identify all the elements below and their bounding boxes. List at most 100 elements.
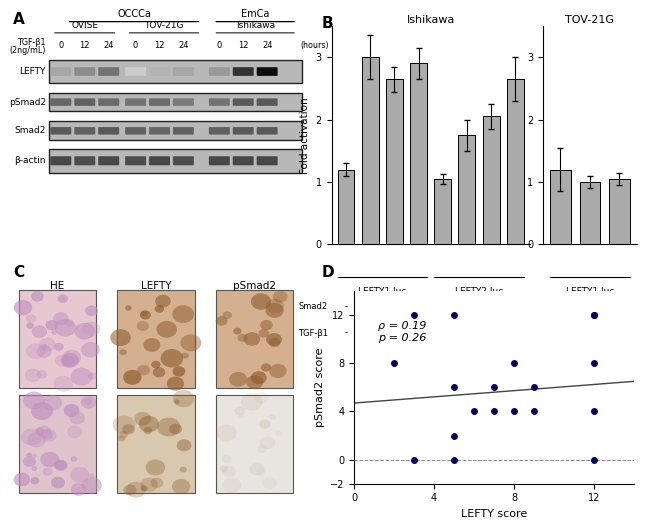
Text: 24: 24 (178, 41, 188, 50)
Text: LEFTY1 luc: LEFTY1 luc (566, 287, 614, 296)
Text: -: - (618, 302, 621, 311)
Circle shape (55, 343, 64, 350)
Bar (361, 57, 379, 244)
Circle shape (157, 418, 181, 436)
Circle shape (26, 315, 36, 322)
Text: D: D (322, 265, 334, 280)
Bar (550, 170, 571, 244)
Point (469, 407, 479, 415)
Circle shape (58, 294, 68, 303)
FancyBboxPatch shape (173, 127, 194, 135)
Text: +: + (463, 302, 471, 311)
FancyBboxPatch shape (74, 156, 96, 165)
Circle shape (257, 445, 266, 453)
Circle shape (177, 439, 192, 451)
Circle shape (249, 463, 265, 475)
FancyBboxPatch shape (49, 149, 302, 173)
FancyBboxPatch shape (51, 127, 72, 135)
Circle shape (140, 310, 151, 319)
Text: EmCa: EmCa (241, 9, 269, 19)
FancyBboxPatch shape (149, 156, 170, 165)
Circle shape (265, 303, 284, 318)
Circle shape (41, 429, 56, 441)
FancyBboxPatch shape (149, 67, 170, 76)
Circle shape (172, 305, 194, 323)
Circle shape (32, 326, 47, 337)
Circle shape (146, 460, 165, 476)
Text: Ishikawa: Ishikawa (236, 21, 275, 30)
Text: LEFTY2 luc: LEFTY2 luc (455, 287, 503, 296)
Text: +: + (586, 302, 593, 311)
Circle shape (26, 343, 45, 359)
FancyBboxPatch shape (125, 67, 146, 76)
FancyBboxPatch shape (149, 98, 170, 106)
Point (449, 456, 460, 464)
Text: -: - (344, 302, 348, 311)
Text: LEFTY: LEFTY (141, 281, 171, 291)
FancyBboxPatch shape (233, 127, 254, 135)
Circle shape (140, 310, 147, 316)
FancyBboxPatch shape (125, 156, 146, 165)
Bar (410, 63, 427, 244)
Text: -: - (559, 329, 562, 337)
FancyBboxPatch shape (173, 156, 194, 165)
Text: pSmad2: pSmad2 (8, 98, 46, 107)
Circle shape (52, 330, 57, 334)
Circle shape (151, 361, 161, 368)
Circle shape (251, 371, 266, 384)
FancyBboxPatch shape (257, 67, 278, 76)
Text: 12: 12 (79, 41, 90, 50)
Circle shape (65, 319, 73, 326)
FancyBboxPatch shape (216, 395, 293, 493)
Circle shape (14, 473, 30, 486)
Circle shape (118, 431, 128, 438)
Text: 12: 12 (154, 41, 164, 50)
Circle shape (216, 316, 228, 326)
Circle shape (62, 350, 81, 366)
Circle shape (273, 291, 287, 303)
Circle shape (269, 414, 276, 420)
FancyBboxPatch shape (74, 127, 96, 135)
Circle shape (222, 455, 231, 463)
Text: -: - (393, 302, 396, 311)
Circle shape (172, 479, 190, 494)
Bar (482, 116, 500, 244)
Y-axis label: Fold activation: Fold activation (300, 97, 310, 174)
Text: (2ng/mL): (2ng/mL) (9, 46, 46, 55)
Circle shape (46, 320, 58, 330)
FancyBboxPatch shape (49, 60, 302, 83)
FancyBboxPatch shape (98, 67, 119, 76)
Circle shape (53, 313, 68, 325)
Circle shape (70, 467, 89, 483)
Point (528, 407, 539, 415)
FancyBboxPatch shape (209, 156, 230, 165)
Circle shape (111, 329, 131, 346)
Text: OVISE: OVISE (72, 21, 98, 30)
Circle shape (173, 366, 185, 376)
Text: Smad2: Smad2 (299, 302, 328, 311)
Circle shape (31, 477, 39, 484)
Circle shape (23, 392, 44, 409)
Circle shape (268, 338, 280, 347)
FancyBboxPatch shape (118, 290, 194, 388)
Circle shape (229, 372, 247, 387)
Circle shape (235, 407, 245, 415)
Text: 0: 0 (133, 41, 138, 50)
FancyBboxPatch shape (19, 290, 96, 388)
Circle shape (122, 424, 135, 434)
Circle shape (70, 412, 84, 424)
Circle shape (246, 375, 263, 389)
Bar (386, 79, 403, 244)
Circle shape (174, 399, 180, 404)
Circle shape (140, 477, 158, 492)
Circle shape (251, 293, 271, 310)
Circle shape (241, 393, 263, 411)
FancyBboxPatch shape (216, 290, 293, 388)
Circle shape (68, 426, 82, 438)
Circle shape (64, 404, 79, 417)
Circle shape (155, 305, 164, 313)
Circle shape (135, 412, 151, 425)
Circle shape (25, 369, 41, 382)
Circle shape (55, 460, 66, 470)
Circle shape (83, 398, 92, 405)
